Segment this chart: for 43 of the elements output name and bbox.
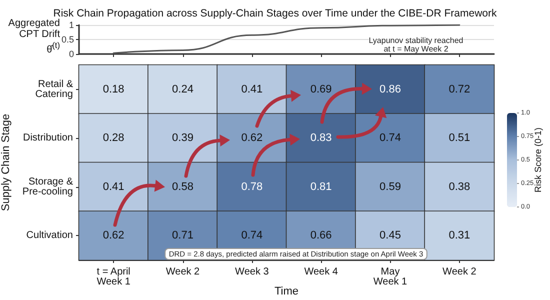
x-tick-label: Week 2 [442,266,477,278]
y-axis-title: Aggregated CPT Drift θ̂$^{(t)}$ [8,18,60,56]
x-tick-label: Week 4 [304,266,338,278]
data-label: 0.81 [310,180,332,193]
x-tick-label: Week 2 [166,266,200,278]
data-label: 0.59 [380,180,401,193]
data-label: 0.28 [102,132,124,144]
y-tick-label: Retail & Catering [35,78,74,100]
data-label: 0.24 [172,83,194,96]
data-label: 0.86 [380,83,401,96]
x-tick-label: May Week 1 [373,266,408,288]
x-tick-label: t = April Week 1 [96,266,131,288]
x-axis-title: Time [274,286,299,298]
data-label: 0.58 [172,180,194,193]
data-label: 0.78 [241,180,263,193]
y-tick-label: Cultivation [26,230,73,242]
y-axis-title: Supply Chain Stage [0,114,12,212]
data-label: 0.74 [241,230,263,242]
y-tick-label: 0.5 [61,34,74,44]
data-label: 0.69 [310,83,332,96]
data-label: 0.66 [310,230,332,242]
annotation: Lyapunov stability reached at t = May Week 2 [368,36,464,54]
data-label: 0.38 [448,180,470,193]
data-label: 0.18 [102,83,124,96]
data-label: 0.72 [448,83,470,96]
x-tick-label: Week 3 [235,266,270,278]
data-label: 0.39 [172,132,194,144]
y-tick-label: 0 [68,49,74,59]
data-label: 0.45 [380,230,401,242]
y-tick-label: Distribution [22,132,73,144]
data-label: 0.71 [172,230,194,242]
data-label: 0.83 [310,132,332,144]
data-label: 0.41 [102,180,124,193]
y-tick-label: Storage & Pre-cooling [22,176,74,198]
color-bar-title: Risk Score (0-1) [533,127,543,193]
data-label: 0.51 [448,132,470,144]
data-label: 0.74 [380,132,401,144]
y-tick-label: 1 [68,20,74,30]
data-label: 0.31 [448,230,470,242]
chart-title: Risk Chain Propagation across Supply-Chain Stages over Time under the CIBE-DR Framework [53,8,498,20]
data-label: 0.62 [102,230,124,242]
data-label: 0.62 [241,132,263,144]
data-label: 0.41 [241,83,263,96]
